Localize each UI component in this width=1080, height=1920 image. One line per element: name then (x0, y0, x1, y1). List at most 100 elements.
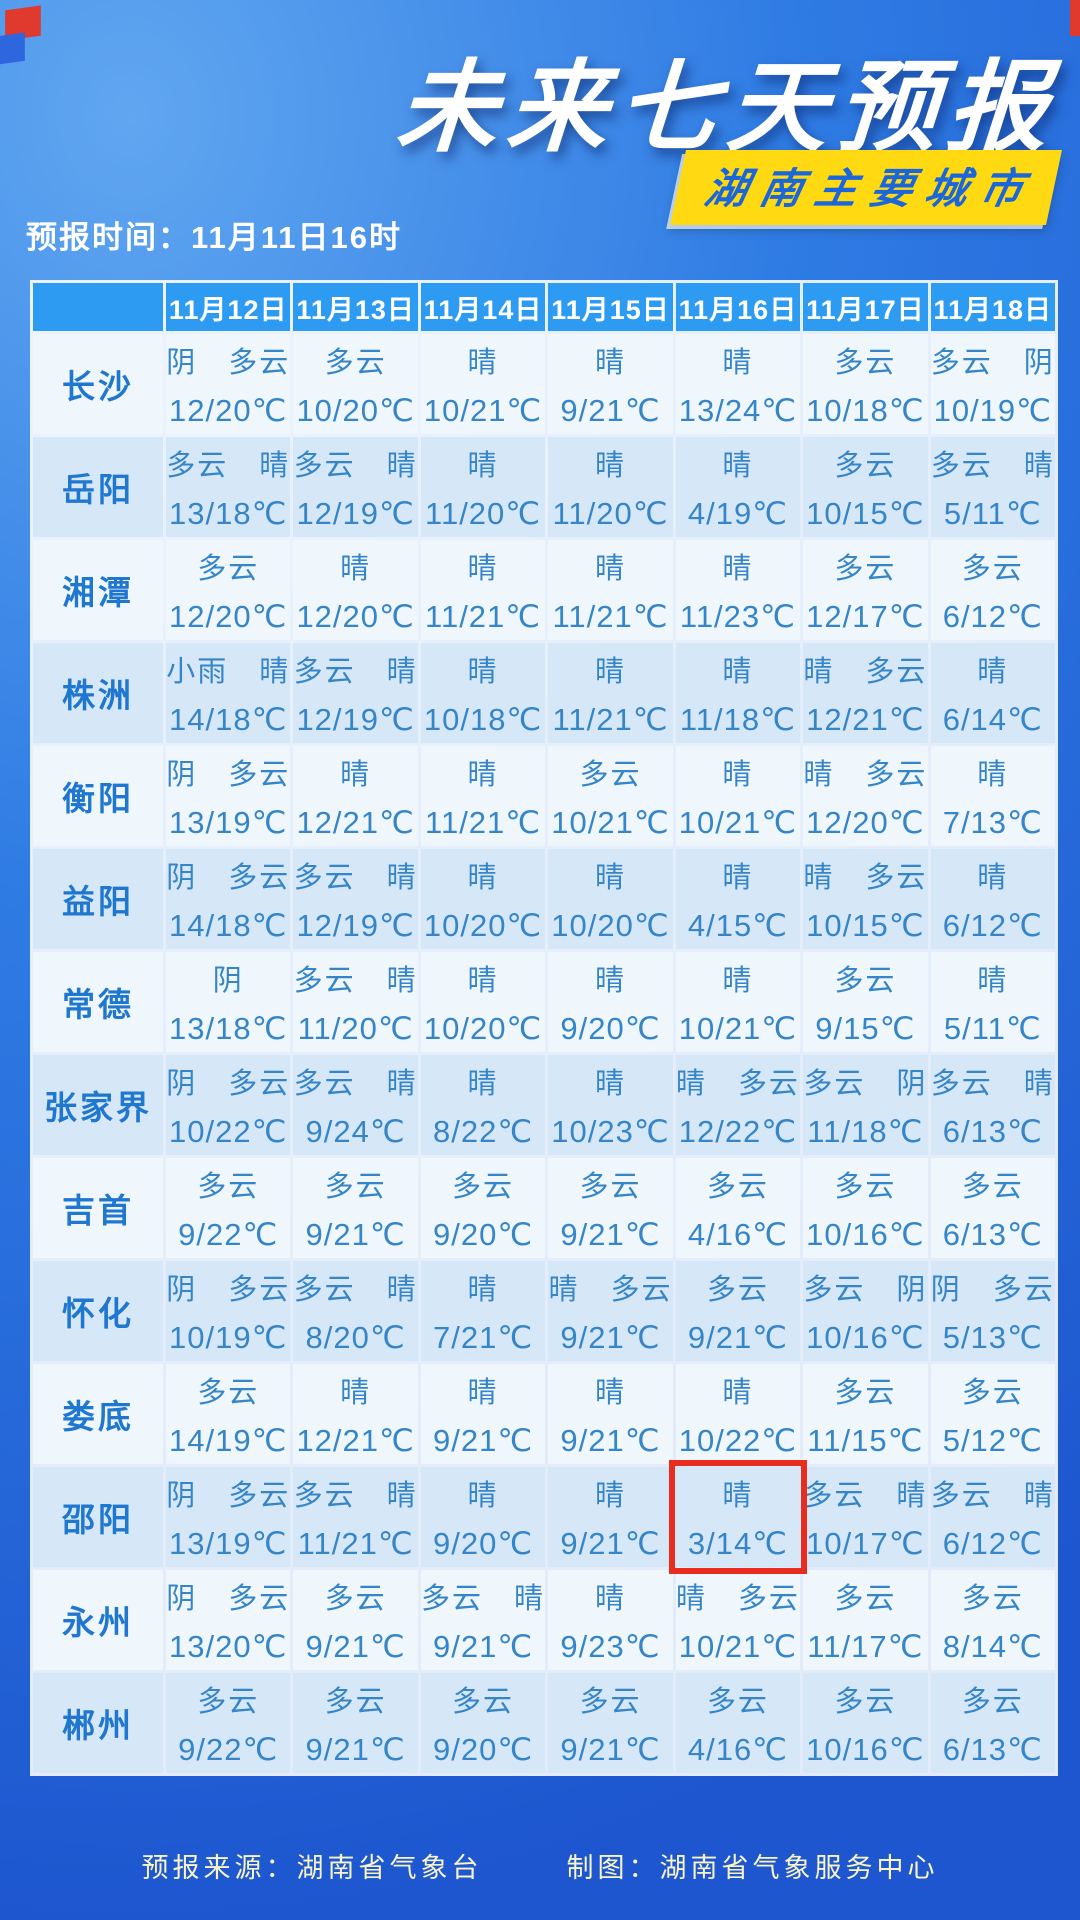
weather-text: 多云 (961, 1377, 1024, 1409)
weather-text: 多云 晴 (930, 1068, 1055, 1100)
temp-text: 12/22℃ (678, 1114, 798, 1149)
forecast-cell: 小雨 晴 14/18℃ (166, 643, 291, 743)
forecast-cell: 多云 9/21℃ (675, 1261, 801, 1361)
forecast-cell: 多云 阴 11/18℃ (803, 1055, 928, 1155)
temp-text: 12/20℃ (169, 599, 288, 634)
weather-text: 晴 多云 (548, 1274, 673, 1306)
temp-text: 11/18℃ (679, 702, 796, 737)
weather-text: 晴 (467, 347, 499, 379)
weather-text: 晴 (722, 553, 754, 585)
temp-text: 14/18℃ (169, 908, 288, 943)
city-name-cell: 益阳 (33, 849, 163, 949)
table-corner-cell (33, 283, 163, 331)
weather-text: 多云 (834, 1686, 897, 1718)
forecast-cell: 多云 9/21℃ (548, 1158, 673, 1258)
weather-text: 晴 (977, 759, 1009, 791)
weather-text: 晴 (594, 1583, 626, 1615)
temp-text: 10/23℃ (551, 1114, 670, 1149)
weather-text: 多云 (834, 1583, 897, 1615)
weather-text: 晴 (722, 862, 754, 894)
forecast-cell: 晴 10/21℃ (420, 334, 546, 434)
weather-text: 小雨 晴 (166, 656, 291, 688)
weather-text: 晴 (977, 965, 1009, 997)
forecast-cell: 晴 多云 12/22℃ (675, 1055, 801, 1155)
weather-text: 晴 (722, 1377, 754, 1409)
temp-text: 13/24℃ (678, 393, 798, 428)
temp-text: 10/21℃ (423, 393, 543, 428)
temp-text: 10/15℃ (806, 496, 925, 531)
weather-text: 多云 晴 (930, 450, 1055, 482)
temp-text: 10/18℃ (423, 702, 543, 737)
temp-text: 12/21℃ (296, 805, 415, 840)
weather-text: 晴 (467, 759, 499, 791)
city-name-cell: 株洲 (33, 643, 163, 743)
city-name-cell: 吉首 (33, 1158, 163, 1258)
weather-text: 阴 多云 (166, 862, 291, 894)
weather-text: 多云 (579, 1686, 642, 1718)
footer: 预报来源：湖南省气象台 制图：湖南省气象服务中心 (0, 1846, 1080, 1885)
temp-text: 4/16℃ (687, 1217, 788, 1252)
forecast-cell: 晴 10/23℃ (548, 1055, 673, 1155)
forecast-cell: 阴 多云 13/19℃ (166, 1467, 291, 1567)
temp-text: 11/18℃ (807, 1114, 924, 1149)
forecast-cell: 多云 10/16℃ (803, 1673, 928, 1773)
temp-text: 9/21℃ (432, 1629, 534, 1664)
forecast-cell: 晴 11/21℃ (548, 643, 673, 743)
weather-text: 晴 (340, 553, 372, 585)
weather-text: 晴 (594, 965, 626, 997)
temp-text: 11/21℃ (297, 1526, 414, 1561)
forecast-cell: 晴 12/20℃ (293, 540, 418, 640)
temp-text: 8/22℃ (432, 1114, 534, 1149)
temp-text: 9/15℃ (815, 1011, 916, 1046)
temp-text: 9/22℃ (178, 1732, 279, 1767)
weather-text: 多云 (579, 759, 642, 791)
temp-text: 10/20℃ (423, 1011, 543, 1046)
temp-text: 10/15℃ (806, 908, 925, 943)
weather-text: 晴 (594, 1480, 626, 1512)
weather-text: 晴 (467, 1068, 499, 1100)
weather-text: 晴 多云 (803, 656, 928, 688)
weather-text: 晴 (594, 347, 626, 379)
weather-text: 晴 多云 (675, 1068, 800, 1100)
forecast-cell: 晴 10/22℃ (675, 1364, 801, 1464)
forecast-cell: 多云 晴 11/21℃ (293, 1467, 418, 1567)
forecast-cell: 多云 14/19℃ (166, 1364, 291, 1464)
forecast-cell: 多云 11/15℃ (803, 1364, 928, 1464)
temp-text: 12/20℃ (806, 805, 925, 840)
forecast-cell: 晴 10/21℃ (675, 952, 801, 1052)
temp-text: 14/19℃ (169, 1423, 288, 1458)
temp-text: 10/17℃ (806, 1526, 925, 1561)
weather-text: 晴 (467, 1377, 499, 1409)
weather-text: 晴 (467, 1480, 499, 1512)
temp-text: 9/21℃ (432, 1423, 534, 1458)
temp-text: 11/21℃ (425, 599, 542, 634)
weather-text: 多云 晴 (293, 1274, 418, 1306)
temp-text: 13/20℃ (169, 1629, 288, 1664)
forecast-cell: 多云 晴 10/17℃ (803, 1467, 928, 1567)
temp-text: 6/13℃ (942, 1732, 1043, 1767)
forecast-cell: 晴 多云 12/21℃ (803, 643, 928, 743)
temp-text: 10/20℃ (423, 908, 543, 943)
forecast-cell: 晴 11/18℃ (675, 643, 801, 743)
forecast-cell: 多云 晴 5/11℃ (930, 437, 1055, 537)
forecast-cell: 阴 多云 14/18℃ (166, 849, 291, 949)
weather-text: 多云 (834, 965, 897, 997)
city-name-cell: 衡阳 (33, 746, 163, 846)
temp-text: 10/16℃ (806, 1320, 925, 1355)
weather-text: 晴 (722, 450, 754, 482)
temp-text: 9/21℃ (560, 1423, 661, 1458)
weather-text: 多云 晴 (293, 862, 418, 894)
temp-text: 10/20℃ (296, 393, 415, 428)
forecast-cell: 阴 多云 13/19℃ (166, 746, 291, 846)
temp-text: 11/21℃ (425, 805, 542, 840)
weather-text: 多云 (961, 1583, 1024, 1615)
date-header-cell: 11月17日 (803, 283, 928, 331)
forecast-cell: 晴 6/14℃ (930, 643, 1055, 743)
temp-text: 9/20℃ (560, 1011, 661, 1046)
forecast-cell: 多云 晴 12/19℃ (293, 437, 418, 537)
forecast-cell: 晴 12/21℃ (293, 1364, 418, 1464)
forecast-cell: 晴 10/20℃ (420, 952, 546, 1052)
weather-text: 阴 (212, 965, 244, 997)
forecast-cell: 晴 11/21℃ (420, 540, 546, 640)
forecast-cell: 多云 6/13℃ (930, 1158, 1055, 1258)
